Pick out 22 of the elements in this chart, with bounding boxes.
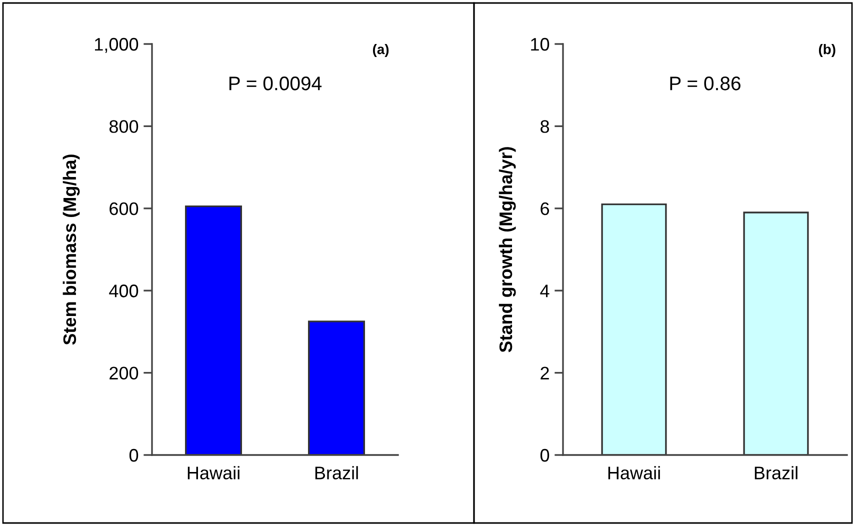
y-tick-label: 2 — [540, 366, 549, 380]
annotation: (a) — [372, 44, 389, 57]
annotation: (b) — [818, 44, 836, 57]
annotation: P = 0.86 — [670, 76, 740, 90]
x-tick-label: Hawaii — [608, 466, 660, 480]
y-tick-label: 1,000 — [95, 38, 138, 53]
x-tick-label: Brazil — [315, 466, 358, 480]
y-tick-label: 400 — [109, 284, 138, 298]
y-tick-label: 0 — [129, 448, 138, 462]
y-tick-label: 8 — [540, 120, 550, 133]
y-tick-label: 6 — [540, 202, 550, 216]
y-tick-label: 10 — [531, 38, 550, 51]
x-tick-label: Brazil — [754, 466, 798, 480]
y-axis-title: Stem biomass (Mg/ha) — [62, 154, 80, 345]
y-tick-label: 0 — [540, 448, 550, 462]
y-tick-label: 600 — [110, 202, 138, 216]
annotation: P = 0.0094 — [229, 76, 322, 90]
x-tick-label: Hawaii — [188, 466, 240, 480]
y-tick-label: 200 — [110, 366, 138, 380]
y-axis-title: Stand growth (Mg/ha/yr) — [498, 147, 516, 352]
y-tick-label: 4 — [540, 284, 550, 298]
y-tick-label: 800 — [109, 120, 138, 133]
